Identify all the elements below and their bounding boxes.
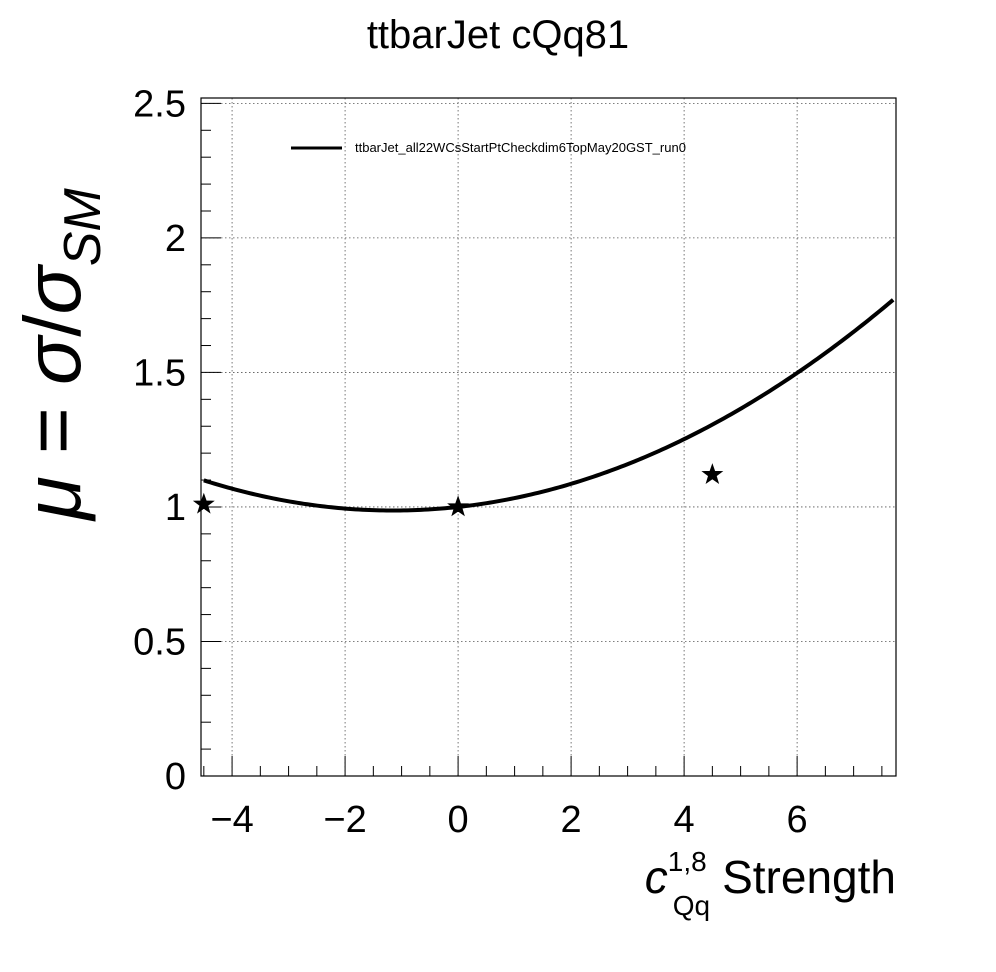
y-tick-label: 2.5 <box>133 83 186 125</box>
y-tick-label: 2 <box>165 218 186 260</box>
y-tick-label: 0.5 <box>133 621 186 663</box>
legend-label: ttbarJet_all22WCsStartPtCheckdim6TopMay2… <box>355 140 686 155</box>
y-tick-label: 1 <box>165 487 186 529</box>
y-tick-labels: 0 0.5 1 1.5 2 2.5 <box>133 83 186 798</box>
y-axis-label-mu: μ <box>8 476 97 522</box>
y-axis-label-equals: = <box>8 385 97 476</box>
chart-title: ttbarJet cQq81 <box>367 13 629 57</box>
x-tick-label: 6 <box>787 799 808 841</box>
y-axis-label-sigma: σ <box>8 334 97 385</box>
data-point-star <box>447 495 470 517</box>
y-axis-label-slash: / <box>8 314 97 337</box>
y-axis-label-sigma-sm: σ <box>8 264 97 315</box>
fit-curve-line <box>203 298 895 513</box>
x-tick-label: −4 <box>210 799 253 841</box>
x-tick-label: 0 <box>448 799 469 841</box>
plot-frame <box>200 97 897 777</box>
x-tick-label: −2 <box>323 799 366 841</box>
x-tick-label: 4 <box>674 799 695 841</box>
y-axis-label: μ = σ/σSM <box>8 188 112 522</box>
x-axis-label-symbol: c <box>645 851 668 903</box>
y-axis-label-subscript: SM <box>54 188 112 267</box>
x-axis-label-text: Strength <box>722 851 896 903</box>
x-axis-label-subscript: Qq <box>673 890 710 921</box>
axis-ticks <box>201 102 883 777</box>
x-tick-labels: −4 −2 0 2 4 6 <box>210 799 807 841</box>
y-tick-label: 0 <box>165 756 186 798</box>
grid-lines <box>201 98 896 777</box>
y-tick-label: 1.5 <box>133 352 186 394</box>
legend: ttbarJet_all22WCsStartPtCheckdim6TopMay2… <box>291 140 686 155</box>
x-tick-label: 2 <box>561 799 582 841</box>
series-layer <box>192 298 895 517</box>
data-point-star <box>701 463 724 484</box>
x-axis-label: c1,8 Qq Strength <box>645 846 896 921</box>
data-point-star <box>192 492 215 514</box>
x-axis-label-superscript: 1,8 <box>668 846 707 877</box>
